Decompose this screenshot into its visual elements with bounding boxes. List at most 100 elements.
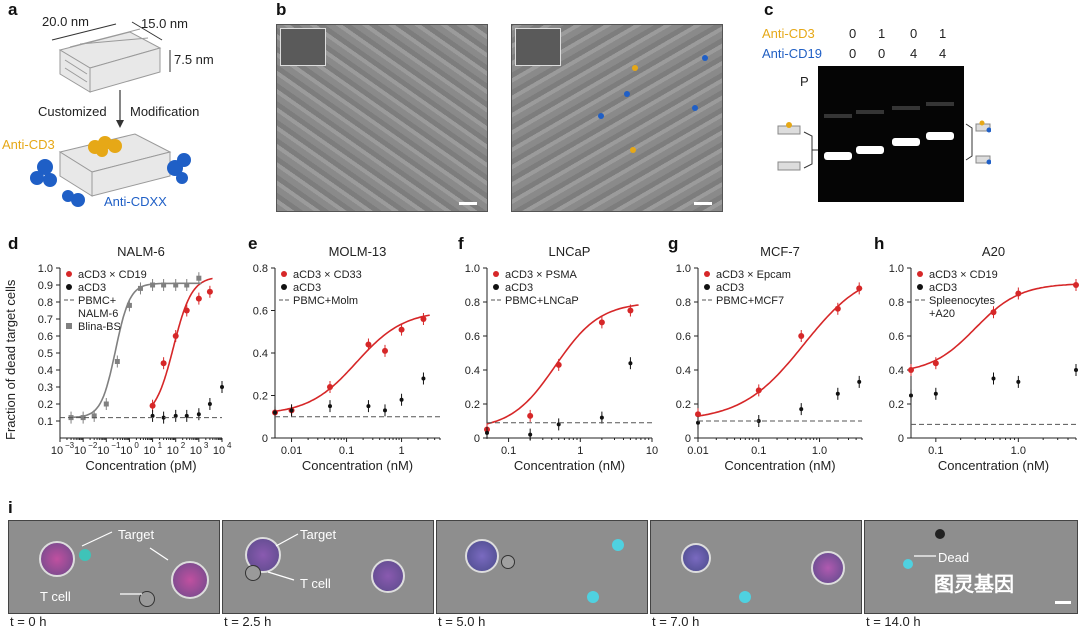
data-point — [150, 413, 155, 418]
antibody-marker — [632, 65, 638, 71]
gel-value: 4 — [910, 46, 918, 61]
dead-cell — [739, 591, 751, 603]
label-target: Target — [300, 527, 337, 542]
data-point — [161, 415, 166, 420]
x-tick-label: 1.0 — [1011, 445, 1026, 457]
fit-curve — [486, 304, 639, 425]
x-axis-label: Concentration (nM) — [302, 458, 413, 473]
y-tick-label: 0 — [898, 433, 904, 445]
watermark-text: 图灵基因 — [934, 574, 1014, 596]
t-cell — [245, 565, 261, 581]
x-tick-label: 10 — [213, 445, 225, 457]
label-target: Target — [118, 527, 155, 542]
y-tick-label: 0 — [474, 433, 480, 445]
y-tick-label: 0.6 — [889, 331, 904, 343]
x-axis-label: Concentration (nM) — [514, 458, 625, 473]
data-point — [220, 385, 224, 389]
gel-value: 1 — [878, 26, 886, 41]
x-tick-label: 0.01 — [281, 445, 302, 457]
y-tick-label: 1.0 — [465, 263, 480, 275]
origami-block-plain — [58, 28, 162, 93]
y-tick-label: 0.6 — [676, 331, 691, 343]
data-point — [382, 347, 388, 354]
legend-entry: aCD3 × Epcam — [716, 269, 791, 281]
data-point — [206, 288, 213, 295]
x-tick-exponent: 0 — [134, 441, 139, 450]
data-point — [933, 391, 938, 396]
panel-label-c: c — [764, 0, 774, 19]
data-point — [149, 402, 156, 409]
y-tick-label: 0.2 — [889, 399, 904, 411]
data-point — [628, 361, 633, 366]
panel-label-g: g — [668, 234, 679, 253]
x-tick-exponent: 1 — [158, 441, 163, 450]
label-t-cell: T cell — [40, 589, 71, 604]
panel-label-d: d — [8, 234, 19, 253]
y-tick-label: 0.6 — [253, 306, 268, 318]
micrograph-t0 — [8, 520, 220, 614]
x-axis-label: Concentration (nM) — [724, 458, 835, 473]
data-point — [137, 285, 143, 291]
x-tick-label: 1 — [398, 445, 404, 457]
x-tick-exponent: 4 — [227, 441, 232, 450]
micrograph-t14 — [864, 520, 1078, 614]
gel-value: 0 — [910, 26, 918, 41]
gel-value: 0 — [878, 46, 886, 61]
antibody-marker — [630, 147, 636, 153]
y-tick-label: 0.4 — [253, 348, 268, 360]
dead-cell — [903, 559, 913, 569]
data-point — [1074, 368, 1078, 372]
target-cell — [811, 551, 845, 585]
legend-entry: NALM-6 — [78, 308, 118, 320]
anti-cdxx-protein-icon — [30, 153, 191, 207]
x-tick-exponent: −3 — [65, 441, 75, 450]
x-tick-label: 0.01 — [687, 445, 708, 457]
legend-entry: PBMC+Molm — [293, 295, 358, 307]
chart-title: NALM-6 — [117, 244, 165, 259]
y-tick-label: 1.0 — [676, 263, 691, 275]
data-point — [366, 404, 371, 409]
legend-entry: aCD3 × CD33 — [293, 269, 362, 281]
dim-height: 7.5 nm — [174, 52, 214, 67]
data-point — [1015, 290, 1022, 297]
data-point — [799, 407, 804, 412]
x-tick-label: 1.0 — [812, 445, 827, 457]
x-tick-exponent: −1 — [111, 441, 121, 450]
legend-entry: aCD3 — [78, 282, 106, 294]
data-point — [365, 341, 372, 348]
data-point — [857, 379, 862, 384]
data-point — [399, 397, 404, 402]
gel-value: 0 — [849, 26, 857, 41]
legend-swatch — [281, 284, 287, 290]
data-point — [798, 333, 805, 339]
step-customized: Customized — [38, 104, 107, 119]
y-tick-label: 0.8 — [38, 297, 53, 309]
legend-entry: aCD3 — [716, 282, 744, 294]
gel-row-label-anti-cd3: Anti-CD3 — [762, 26, 815, 41]
data-point — [1016, 379, 1021, 384]
y-tick-label: 0.5 — [38, 348, 53, 360]
data-point — [80, 415, 86, 421]
antibody-marker — [598, 113, 604, 119]
x-tick-label: 10 — [51, 445, 63, 457]
gel-icon-cd19-origami — [975, 155, 991, 165]
y-tick-label: 0.2 — [676, 399, 691, 411]
gel-image — [777, 66, 991, 202]
y-tick-label: 0.8 — [676, 297, 691, 309]
x-tick-label: 10 — [646, 445, 658, 457]
micrograph-t7 — [650, 520, 862, 614]
dead-cell — [587, 591, 599, 603]
y-axis-label: Fraction of dead target cells — [3, 279, 18, 440]
data-point — [173, 413, 178, 418]
x-tick-label: 0.1 — [751, 445, 766, 457]
timepoint-label: t = 5.0 h — [438, 614, 486, 629]
antibody-marker — [624, 91, 630, 97]
target-cell — [465, 539, 499, 573]
antibody-marker — [702, 55, 708, 61]
data-point — [273, 410, 277, 415]
y-tick-label: 0 — [262, 433, 268, 445]
data-point — [172, 333, 179, 339]
data-point — [160, 360, 167, 367]
